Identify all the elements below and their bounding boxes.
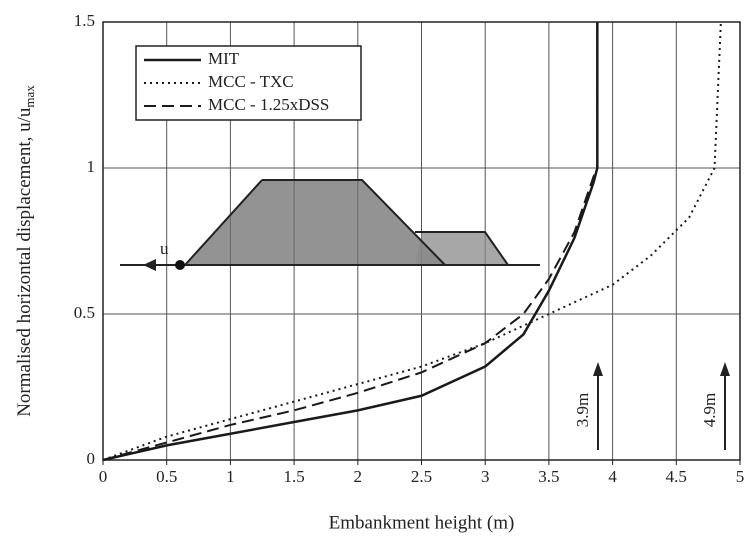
arrow-head (143, 259, 156, 271)
diagram-label: u (160, 239, 169, 258)
x-tick-label: 4 (608, 467, 617, 486)
y-tick-label: 1.5 (74, 11, 95, 30)
y-axis-label-subscript: max (22, 85, 37, 108)
x-tick-label: 4.5 (666, 467, 687, 486)
y-axis-label: Normalised horizontal displacement, u/um… (14, 85, 37, 417)
annotation-arrowhead (593, 362, 603, 376)
embankment (185, 180, 445, 265)
legend-label: MCC - TXC (208, 72, 294, 91)
x-tick-label: 3 (481, 467, 490, 486)
series-line (102, 22, 599, 461)
legend-box (135, 45, 362, 121)
embankment-outline (184, 179, 263, 266)
y-tick-label: 0 (87, 449, 96, 468)
y-axis-label-main: Normalised horizontal displacement, u/u (14, 107, 35, 417)
x-tick-label: 1 (226, 467, 235, 486)
x-tick-label: 0.5 (156, 467, 177, 486)
embankment-outline (262, 179, 446, 266)
point (175, 260, 185, 270)
annotation: 3.9m (573, 393, 592, 427)
y-tick-label: 1 (87, 157, 96, 176)
x-tick-label: 3.5 (538, 467, 559, 486)
x-tick-label: 5 (736, 467, 745, 486)
embankment-diagram: u (120, 179, 540, 271)
legend-label: MIT (208, 49, 240, 68)
series-line (102, 22, 599, 462)
x-tick-label: 1.5 (283, 467, 304, 486)
x-axis-label: Embankment height (m) (329, 512, 515, 533)
berm-outline (415, 231, 509, 266)
annotation: 4.9m (700, 393, 719, 427)
series-line (102, 21, 722, 461)
legend-label: MCC - 1.25xDSS (208, 95, 329, 114)
x-tick-label: 0 (99, 467, 108, 486)
x-tick-label: 2.5 (411, 467, 432, 486)
y-tick-label: 0.5 (74, 303, 95, 322)
annotation-arrowhead (720, 362, 730, 376)
x-tick-label: 2 (354, 467, 363, 486)
